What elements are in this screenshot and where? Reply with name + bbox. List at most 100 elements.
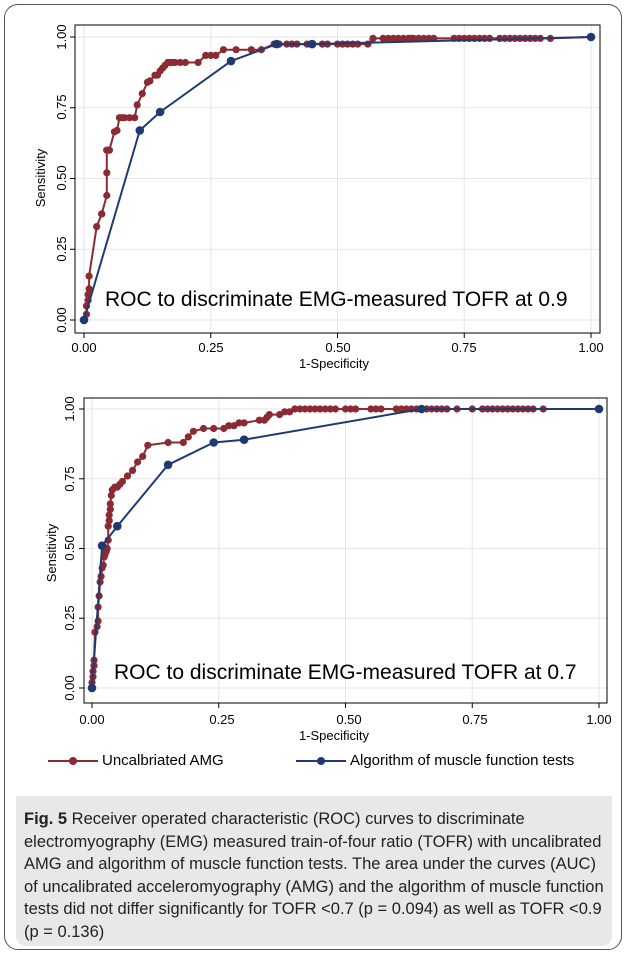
- data-point-amg: [210, 424, 218, 433]
- x-tick-label: 0.25: [209, 712, 234, 727]
- data-point-amg: [184, 433, 192, 441]
- x-tick-label: 0.50: [336, 712, 361, 727]
- roc-chart-tofr-07: ROC to discriminate EMG-measured TOFR at…: [44, 396, 612, 743]
- data-point-algorithm: [113, 521, 122, 531]
- data-point-algorithm: [87, 683, 97, 693]
- y-tick-label: 0.50: [62, 535, 77, 560]
- data-point-amg: [354, 40, 362, 48]
- data-point-amg: [134, 458, 142, 466]
- x-tick-label: 1.00: [586, 712, 611, 727]
- data-point-amg: [104, 536, 112, 544]
- data-point-amg: [384, 34, 392, 43]
- data-point-amg: [129, 466, 137, 474]
- legend-item-amg: Uncalbriated AMG: [48, 752, 224, 769]
- data-point-algorithm: [79, 315, 89, 325]
- data-point-amg: [106, 505, 114, 513]
- data-point-algorithm: [239, 435, 249, 444]
- data-point-amg: [103, 169, 111, 177]
- x-tick-label: 0.75: [462, 712, 487, 727]
- y-tick-label: 1.00: [54, 24, 69, 49]
- data-point-algorithm: [155, 107, 165, 117]
- data-point-amg: [331, 405, 339, 413]
- data-point-amg: [106, 500, 114, 508]
- x-tick-label: 0.00: [71, 340, 96, 355]
- legend-label-amg: Uncalbriated AMG: [102, 752, 224, 769]
- legend: Uncalbriated AMG Algorithm of muscle fun…: [0, 752, 627, 782]
- data-point-algorithm: [226, 56, 236, 66]
- data-point-amg: [326, 405, 334, 413]
- data-point-algorithm: [594, 404, 604, 414]
- data-point-amg: [113, 126, 121, 134]
- data-point-amg: [379, 34, 387, 43]
- data-point-amg: [486, 34, 494, 43]
- data-point-amg: [85, 285, 93, 293]
- data-point-amg: [107, 491, 115, 500]
- data-point-amg: [291, 405, 299, 413]
- y-tick-label: 0.25: [62, 605, 77, 630]
- figure-frame: [4, 4, 622, 950]
- data-point-amg: [394, 34, 402, 43]
- y-axis-label: Sensitivity: [44, 523, 59, 582]
- y-tick-label: 0.00: [54, 307, 69, 332]
- data-point-amg: [93, 223, 101, 231]
- data-point-amg: [126, 114, 134, 122]
- data-point-amg: [207, 51, 215, 60]
- x-axis-label: 1-Specificity: [299, 728, 370, 743]
- data-point-amg: [202, 51, 210, 60]
- data-point-amg: [235, 419, 243, 427]
- caption-background: [16, 796, 612, 946]
- caption-text: Receiver operated characteristic (ROC) c…: [24, 810, 604, 941]
- data-point-amg: [232, 46, 240, 54]
- data-point-amg: [133, 101, 141, 109]
- data-point-amg: [389, 34, 397, 43]
- data-point-amg: [123, 472, 132, 480]
- figure-caption: Fig. 5 Receiver operated characteristic …: [24, 808, 608, 943]
- y-tick-label: 0.00: [62, 675, 77, 700]
- annotation: ROC to discriminate EMG-measured TOFR at…: [105, 288, 568, 311]
- y-tick-label: 0.75: [54, 94, 69, 119]
- data-point-algorithm: [97, 541, 107, 550]
- data-point-amg: [247, 46, 255, 54]
- data-point-amg: [281, 408, 289, 416]
- data-point-amg: [146, 77, 154, 85]
- data-point-amg: [84, 290, 92, 299]
- annotation: ROC to discriminate EMG-measured TOFR at…: [114, 661, 577, 684]
- data-point-amg: [369, 34, 377, 43]
- plot-area: [70, 24, 601, 338]
- data-point-amg: [103, 191, 111, 200]
- data-point-amg: [171, 58, 179, 67]
- data-point-amg: [194, 58, 202, 67]
- x-axis-label: 1-Specificity: [299, 356, 370, 371]
- data-point-amg: [138, 90, 146, 98]
- data-point-amg: [377, 405, 385, 413]
- data-point-amg: [105, 517, 113, 525]
- data-point-amg: [104, 522, 112, 530]
- legend-item-algorithm: Algorithm of muscle function tests: [296, 752, 574, 769]
- data-point-amg: [410, 34, 418, 43]
- data-point-algorithm: [586, 32, 596, 42]
- y-tick-label: 0.25: [54, 236, 69, 261]
- data-point-amg: [397, 405, 405, 413]
- data-point-amg: [225, 422, 233, 430]
- x-tick-label: 0.00: [79, 712, 104, 727]
- y-axis-label: Sensitivity: [33, 148, 48, 207]
- x-tick-label: 1.00: [578, 340, 603, 355]
- y-tick-label: 0.75: [62, 466, 77, 491]
- data-point-amg: [176, 58, 184, 67]
- data-point-amg: [240, 419, 248, 427]
- data-point-amg: [189, 427, 197, 435]
- data-point-amg: [311, 405, 319, 413]
- data-point-amg: [316, 405, 324, 413]
- data-point-algorithm: [135, 126, 145, 135]
- data-point-amg: [296, 405, 304, 413]
- data-point-amg: [265, 411, 273, 419]
- x-tick-label: 0.75: [451, 340, 476, 355]
- data-point-amg: [105, 511, 113, 519]
- data-point-amg: [144, 441, 152, 449]
- data-point-algorithm: [272, 39, 282, 49]
- data-point-amg: [347, 405, 355, 413]
- y-tick-label: 0.50: [54, 165, 69, 190]
- data-point-amg: [85, 272, 93, 280]
- data-point-amg: [131, 114, 139, 122]
- legend-swatch-amg: [48, 755, 98, 767]
